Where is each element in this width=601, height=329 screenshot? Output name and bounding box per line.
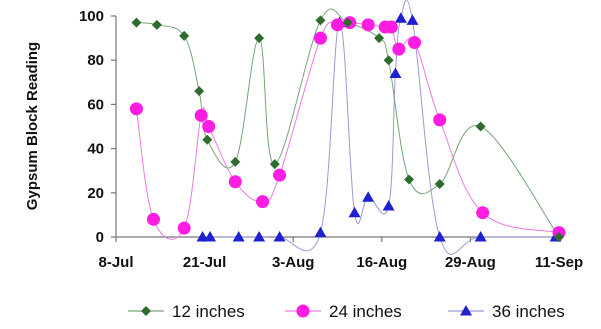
data-point bbox=[554, 232, 564, 242]
data-point bbox=[273, 231, 286, 242]
data-point bbox=[348, 206, 361, 218]
data-point bbox=[408, 36, 422, 50]
x-tick-label: 29-Aug bbox=[445, 254, 496, 271]
data-point bbox=[230, 156, 241, 167]
legend-label: 12 inches bbox=[172, 302, 245, 321]
data-point bbox=[406, 14, 419, 25]
data-point bbox=[476, 206, 490, 220]
legend-marker bbox=[296, 304, 310, 318]
data-point bbox=[313, 31, 327, 45]
x-tick-label: 21-Jul bbox=[183, 254, 226, 271]
x-tick-label: 3-Aug bbox=[272, 254, 315, 271]
data-point bbox=[314, 226, 327, 238]
data-point bbox=[254, 33, 265, 44]
y-tick-label: 20 bbox=[87, 185, 104, 202]
data-point bbox=[146, 212, 160, 226]
y-tick-label: 80 bbox=[87, 52, 104, 69]
data-point bbox=[151, 19, 162, 30]
data-point bbox=[433, 231, 446, 242]
x-tick-label: 8-Jul bbox=[98, 254, 133, 271]
data-point bbox=[273, 168, 287, 182]
data-point bbox=[228, 175, 242, 189]
y-axis-label: Gypsum Block Reading bbox=[24, 42, 41, 210]
data-point bbox=[177, 221, 191, 235]
data-point bbox=[202, 120, 216, 133]
x-tick-label: 16-Aug bbox=[356, 254, 407, 271]
data-point bbox=[383, 55, 394, 66]
data-point bbox=[434, 178, 445, 189]
data-point bbox=[256, 195, 270, 209]
data-point bbox=[361, 18, 375, 32]
legend-marker bbox=[460, 305, 472, 316]
data-point bbox=[394, 12, 407, 23]
data-point bbox=[384, 20, 398, 34]
data-point bbox=[389, 67, 402, 78]
data-point bbox=[433, 113, 447, 127]
data-point bbox=[475, 121, 486, 132]
data-point bbox=[131, 17, 142, 28]
x-tick-label: 11-Sep bbox=[535, 254, 583, 271]
y-tick-label: 60 bbox=[87, 96, 104, 113]
data-point bbox=[194, 86, 205, 97]
data-point bbox=[392, 42, 406, 56]
data-point bbox=[269, 159, 280, 170]
data-point bbox=[362, 191, 375, 202]
data-point bbox=[179, 30, 190, 41]
data-point bbox=[374, 33, 385, 44]
legend: 12 inches 24 inches 36 inches bbox=[128, 302, 565, 321]
y-tick-label: 40 bbox=[87, 141, 104, 158]
data-point bbox=[253, 231, 266, 242]
data-point bbox=[315, 15, 326, 26]
y-tick-label: 100 bbox=[79, 8, 104, 25]
data-point bbox=[342, 17, 353, 28]
series-line-2 bbox=[135, 21, 560, 240]
data-point bbox=[404, 174, 415, 185]
legend-marker bbox=[141, 306, 151, 316]
legend-label: 36 inches bbox=[492, 302, 565, 321]
data-point bbox=[204, 231, 217, 242]
data-point bbox=[474, 231, 487, 242]
data-point bbox=[194, 108, 208, 122]
plot-area: 0 20 40 60 80 100 8-Jul 21-Jul 3-Aug 16-Aug 29-Aug… bbox=[79, 0, 583, 271]
y-tick-label: 0 bbox=[96, 229, 104, 246]
legend-label: 24 inches bbox=[329, 302, 402, 321]
data-point bbox=[382, 200, 395, 211]
data-point bbox=[129, 102, 143, 116]
data-point bbox=[331, 18, 344, 32]
data-point bbox=[232, 231, 245, 242]
data-point bbox=[202, 134, 213, 145]
